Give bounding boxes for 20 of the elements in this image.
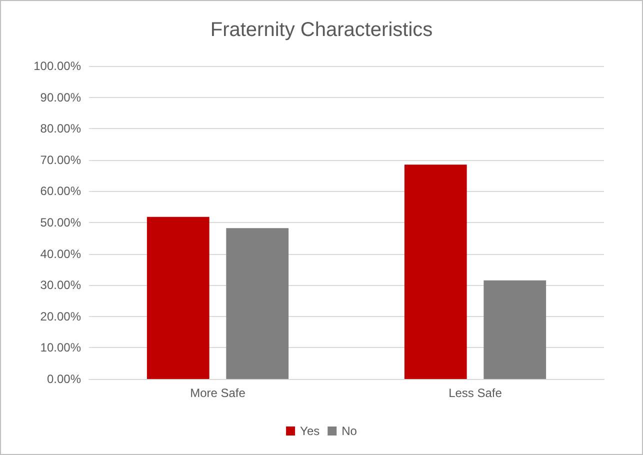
x-tick-label: More Safe (190, 386, 246, 400)
y-tick-label: 90.00% (40, 90, 82, 104)
y-tick-label: 30.00% (40, 278, 82, 292)
bar (484, 280, 546, 379)
y-tick-label: 70.00% (40, 152, 82, 167)
legend-label: Yes (300, 424, 320, 438)
y-tick-label: 60.00% (40, 184, 82, 198)
y-tick-label: 80.00% (40, 122, 82, 136)
y-tick-label: 0.00% (46, 372, 82, 386)
legend-label: No (342, 424, 358, 438)
bar (226, 228, 289, 379)
y-tick-label: 10.00% (40, 340, 82, 355)
y-tick-label: 100.00% (34, 59, 82, 73)
x-tick-label: Less Safe (448, 386, 502, 400)
chart-title: Fraternity Characteristics (210, 19, 433, 41)
bar (404, 164, 467, 379)
y-tick-label: 40.00% (40, 246, 82, 261)
y-tick-label: 50.00% (40, 216, 82, 230)
y-tick-label: 20.00% (40, 309, 82, 324)
bar (146, 216, 210, 379)
